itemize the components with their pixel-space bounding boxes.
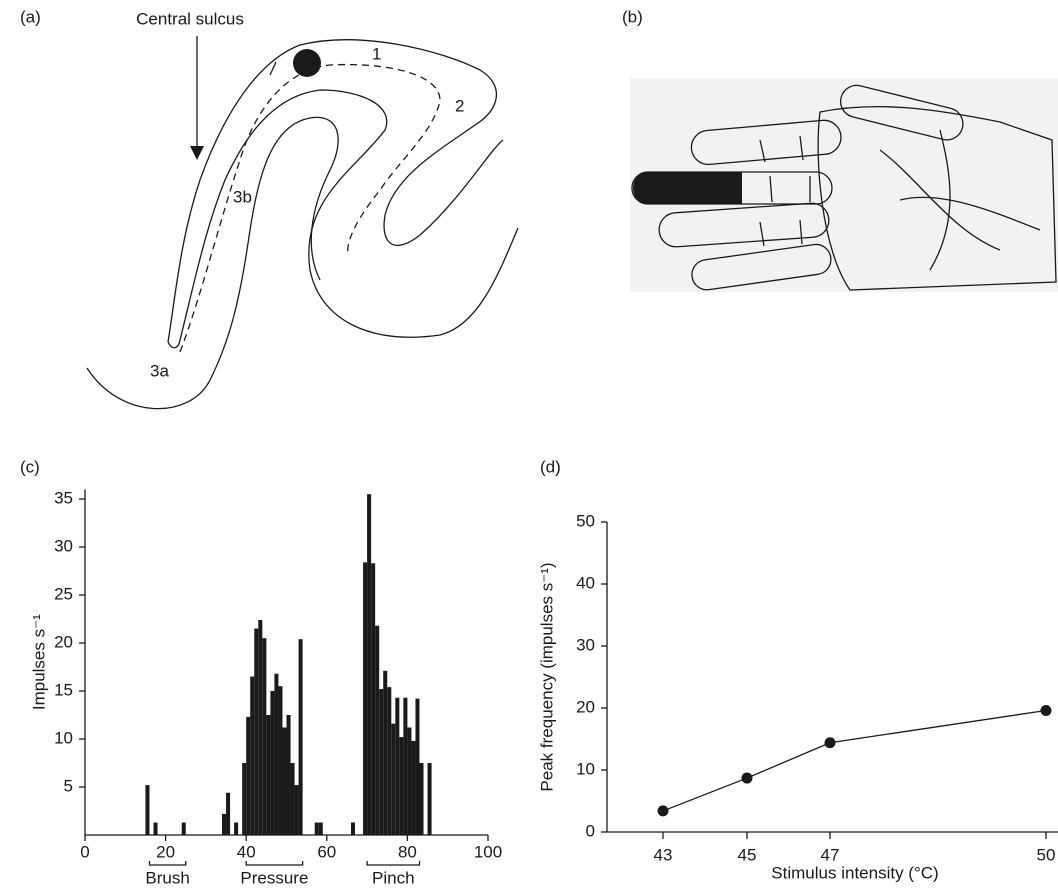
y-axis-label: Peak frequency (impulses s⁻¹) — [537, 562, 556, 791]
bar — [222, 814, 226, 835]
point — [658, 805, 669, 816]
y-tick-label: 20 — [54, 632, 73, 651]
bar — [371, 563, 375, 835]
panel-label: (b) — [622, 7, 643, 26]
bracket-label: Pinch — [372, 868, 415, 887]
x-tick-label: 60 — [317, 842, 336, 861]
y-tick-label: 10 — [576, 759, 595, 778]
bar — [278, 686, 282, 835]
bracket-label: Pressure — [240, 868, 308, 887]
bar — [262, 638, 266, 835]
bar — [367, 494, 371, 835]
point — [742, 773, 753, 784]
bar — [295, 785, 299, 835]
point — [1041, 705, 1052, 716]
y-tick-label: 25 — [54, 584, 73, 603]
y-tick-label: 40 — [576, 573, 595, 592]
bar — [145, 785, 149, 835]
y-tick-label: 30 — [576, 635, 595, 654]
bar — [282, 727, 286, 835]
point — [825, 737, 836, 748]
y-tick-label: 20 — [576, 697, 595, 716]
hand-drawing — [630, 78, 1058, 292]
x-tick-label: 100 — [474, 842, 502, 861]
line — [663, 710, 1046, 810]
y-tick-label: 15 — [54, 680, 73, 699]
panel-label: (d) — [540, 457, 561, 476]
bar — [415, 699, 419, 835]
page: (a) Central sulcus 1 2 3b 3a (b) (c) 5 10 1… — [0, 0, 1058, 896]
bracket — [149, 861, 185, 865]
bar — [291, 763, 295, 835]
bar — [428, 763, 432, 835]
bar — [254, 629, 258, 835]
y-tick-label: 30 — [54, 536, 73, 555]
brain-drawing — [87, 36, 518, 409]
bar — [299, 639, 303, 835]
x-tick-label: 47 — [821, 845, 840, 864]
bar — [379, 689, 383, 835]
panel-label: (c) — [20, 457, 40, 476]
bar — [287, 715, 291, 835]
bar — [363, 562, 367, 835]
bar — [419, 763, 423, 835]
bar — [387, 687, 391, 835]
annotation: Central sulcus — [136, 9, 244, 28]
panel-label: (a) — [20, 7, 41, 26]
bar — [226, 793, 230, 835]
x-tick-label: 0 — [80, 842, 89, 861]
area-label: 1 — [372, 44, 381, 63]
bar — [351, 823, 355, 835]
bracket-label: Brush — [145, 868, 189, 887]
bar — [258, 620, 262, 835]
bar — [246, 717, 250, 835]
bar — [383, 671, 387, 835]
x-tick-label: 40 — [237, 842, 256, 861]
x-tick-label: 20 — [156, 842, 175, 861]
bar — [375, 626, 379, 835]
x-axis-label: Stimulus intensity (°C) — [771, 863, 938, 882]
x-tick-label: 45 — [738, 845, 757, 864]
y-tick-label: 5 — [64, 776, 73, 795]
bar — [274, 674, 278, 835]
bar — [395, 698, 399, 835]
bar — [266, 715, 270, 835]
bar — [270, 691, 274, 835]
bracket — [246, 861, 302, 865]
y-tick-label: 50 — [576, 511, 595, 530]
y-tick-label: 0 — [586, 821, 595, 840]
figure: (a) Central sulcus 1 2 3b 3a (b) (c) 5 10 1… — [0, 0, 1058, 896]
area-label: 3a — [150, 361, 169, 380]
x-tick-label: 43 — [654, 845, 673, 864]
bar — [411, 741, 415, 835]
x-tick-label: 80 — [398, 842, 417, 861]
bar — [391, 724, 395, 835]
bar — [319, 823, 323, 835]
bar — [182, 823, 186, 835]
bar — [154, 823, 158, 835]
y-tick-label: 10 — [54, 728, 73, 747]
area-label: 2 — [455, 96, 464, 115]
bar — [407, 727, 411, 835]
y-axis-label: Impulses s⁻¹ — [29, 614, 48, 710]
bar — [399, 737, 403, 835]
bracket — [367, 861, 419, 865]
y-tick-label: 35 — [54, 488, 73, 507]
bar — [403, 698, 407, 835]
area-label: 3b — [233, 187, 252, 206]
x-tick-label: 50 — [1037, 845, 1056, 864]
bar — [315, 823, 319, 835]
bar — [250, 677, 254, 835]
bar — [242, 763, 246, 835]
bar — [234, 823, 238, 835]
